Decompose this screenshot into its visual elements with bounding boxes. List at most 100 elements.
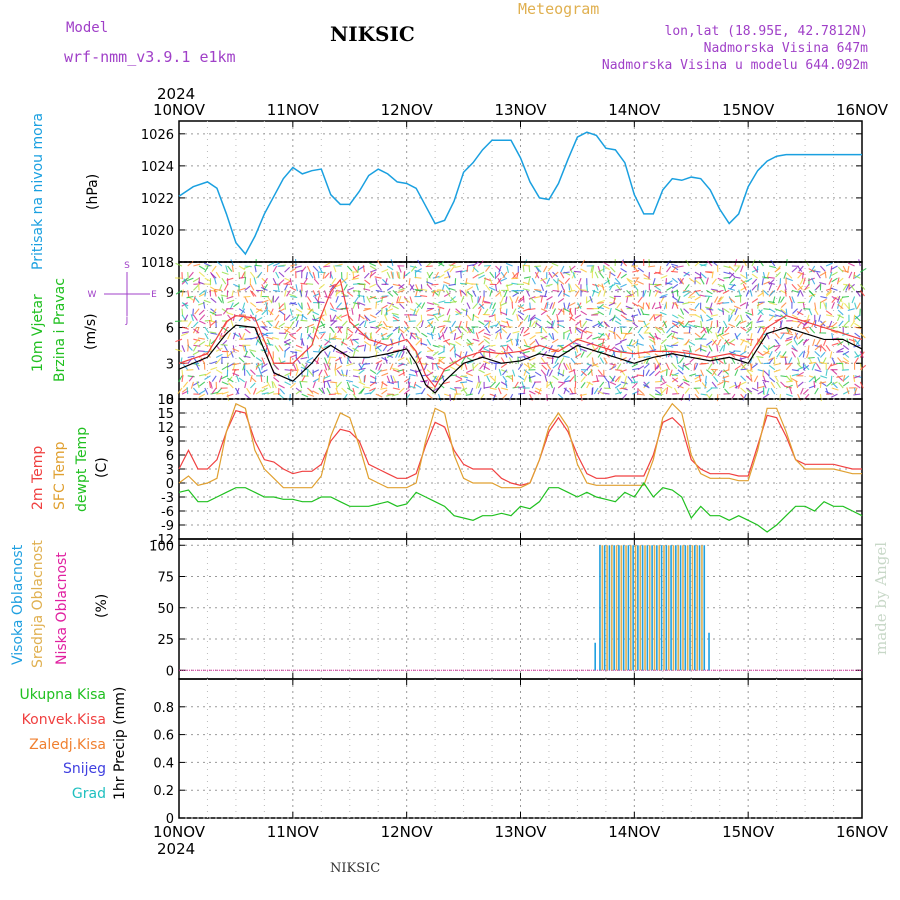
- wind-arrow: [746, 340, 753, 346]
- wind-arrow: [244, 328, 251, 334]
- wind-arrow: [811, 363, 816, 371]
- wind-arrow: [289, 332, 297, 336]
- wind-arrow: [706, 314, 713, 320]
- wind-arrow: [364, 279, 371, 285]
- wind-arrow: [799, 277, 804, 285]
- y-tick-label: 0: [166, 477, 174, 492]
- wind-arrow: [527, 362, 531, 370]
- wind-arrow: [483, 365, 491, 371]
- wind-arrow: [209, 319, 212, 328]
- wind-arrow: [546, 394, 548, 402]
- wind-arrow: [203, 301, 206, 309]
- wind-arrow: [221, 391, 229, 395]
- wind-arrow: [574, 353, 582, 358]
- wind-arrow: [321, 387, 326, 395]
- wind-arrow: [601, 283, 605, 291]
- wind-arrow: [324, 369, 329, 377]
- wind-arrow: [785, 336, 793, 340]
- wind-arrow: [363, 363, 371, 365]
- wind-arrow: [563, 289, 566, 297]
- wind-arrow: [560, 283, 565, 291]
- wind-arrow: [579, 289, 587, 291]
- wind-arrow: [324, 351, 329, 358]
- wind-arrow: [446, 308, 451, 316]
- wind-arrow: [735, 320, 742, 327]
- wind-arrow: [306, 357, 314, 362]
- wind-arrow: [552, 289, 560, 292]
- wind-arrow: [375, 289, 383, 293]
- wind-arrow: [352, 387, 356, 395]
- wind-arrow: [816, 338, 821, 346]
- wind-arrow: [596, 306, 604, 310]
- wind-arrow: [802, 326, 810, 330]
- wind-arrow: [711, 369, 717, 377]
- wind-arrow: [654, 314, 662, 320]
- wind-arrow: [412, 308, 417, 316]
- wind-arrow: [614, 308, 622, 313]
- wind-arrow: [387, 291, 394, 297]
- wind-arrow: [682, 349, 690, 352]
- wind-arrow: [392, 349, 400, 352]
- wind-arrow: [597, 369, 603, 376]
- wind-arrow: [802, 277, 806, 285]
- wind-arrow: [546, 381, 553, 387]
- wind-arrow: [704, 375, 707, 383]
- wind-arrow: [432, 350, 439, 357]
- wind-arrow: [438, 300, 446, 304]
- wind-arrow: [802, 364, 810, 371]
- wind-arrow: [215, 357, 222, 364]
- wind-arrow: [373, 339, 377, 347]
- wind-arrow: [299, 381, 303, 389]
- wind-arrow: [535, 266, 542, 273]
- wind-arrow: [780, 381, 786, 388]
- y-tick-label: 0: [166, 812, 174, 827]
- wind-arrow: [626, 278, 633, 285]
- wind-arrow: [272, 262, 280, 267]
- wind-arrow: [608, 271, 611, 279]
- wind-arrow: [791, 314, 799, 319]
- wind-arrow: [369, 265, 377, 270]
- wind-arrow: [242, 302, 246, 310]
- wind-arrow: [408, 385, 416, 389]
- wind-arrow: [255, 308, 263, 314]
- wind-arrow: [386, 271, 391, 279]
- wind-arrow: [483, 348, 491, 352]
- wind-arrow: [512, 308, 517, 316]
- wind-arrow: [475, 283, 479, 291]
- wind-arrow: [500, 295, 505, 303]
- wind-arrow: [597, 390, 605, 395]
- wind-arrow: [814, 377, 821, 383]
- wind-arrow: [756, 302, 764, 307]
- wind-arrow: [655, 327, 662, 334]
- wind-arrow: [487, 320, 491, 328]
- wind-arrow: [597, 310, 605, 316]
- wind-arrow: [180, 332, 188, 337]
- wind-arrow: [722, 307, 725, 315]
- wind-arrow: [756, 320, 764, 323]
- wind-arrow: [242, 344, 246, 352]
- wind-arrow: [637, 267, 645, 273]
- wind-arrow: [620, 259, 625, 267]
- wind-arrow: [603, 375, 609, 382]
- wind-arrow: [346, 379, 354, 383]
- wind-arrow: [534, 265, 542, 268]
- wind-arrow: [847, 308, 855, 312]
- wind-arrow: [688, 295, 696, 299]
- wind-arrow: [472, 326, 475, 334]
- wind-arrow: [414, 288, 422, 291]
- wind-arrow: [335, 381, 338, 389]
- wind-arrow: [386, 332, 394, 338]
- wind-arrow: [562, 355, 570, 359]
- wind-arrow: [324, 379, 332, 383]
- compass-label-s: S: [124, 261, 130, 271]
- wind-arrow: [301, 266, 307, 273]
- wind-arrow: [504, 381, 508, 389]
- wind-arrow: [534, 317, 542, 322]
- wind-arrow: [852, 338, 856, 346]
- wind-arrow: [654, 332, 659, 340]
- wind-arrow: [437, 365, 445, 371]
- wind-arrow: [347, 328, 354, 334]
- wind-arrow: [632, 269, 640, 273]
- wind-arrow: [608, 307, 612, 315]
- wind-arrow: [236, 375, 240, 383]
